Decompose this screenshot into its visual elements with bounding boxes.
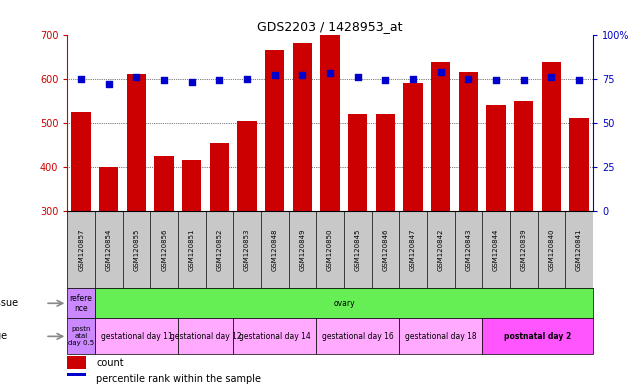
- Text: GSM120842: GSM120842: [438, 228, 444, 271]
- Text: GSM120855: GSM120855: [133, 228, 140, 271]
- Bar: [316, 318, 399, 354]
- Text: GSM120848: GSM120848: [272, 228, 278, 271]
- Bar: [127, 74, 146, 211]
- Bar: [67, 373, 86, 384]
- Bar: [67, 318, 95, 354]
- Point: [574, 77, 584, 83]
- Bar: [399, 318, 482, 354]
- Bar: [376, 114, 395, 211]
- Point: [491, 77, 501, 83]
- Text: GSM120846: GSM120846: [383, 228, 388, 271]
- Point: [353, 74, 363, 80]
- Text: gestational day 14: gestational day 14: [239, 332, 311, 341]
- Point: [131, 74, 142, 80]
- Text: GSM120852: GSM120852: [217, 228, 222, 271]
- Text: GSM120854: GSM120854: [106, 228, 112, 271]
- Point: [325, 70, 335, 76]
- Text: tissue: tissue: [0, 298, 19, 308]
- Bar: [71, 112, 91, 211]
- Text: GSM120847: GSM120847: [410, 228, 416, 271]
- Text: GSM120849: GSM120849: [299, 228, 306, 271]
- Point: [104, 81, 114, 87]
- Text: age: age: [0, 331, 8, 341]
- Point: [76, 76, 87, 82]
- Text: gestational day 11: gestational day 11: [101, 332, 172, 341]
- Bar: [348, 114, 367, 211]
- Bar: [487, 105, 506, 211]
- Bar: [459, 72, 478, 211]
- Text: postnatal day 2: postnatal day 2: [504, 332, 571, 341]
- Bar: [403, 83, 423, 211]
- Bar: [182, 160, 201, 211]
- Point: [380, 77, 390, 83]
- Point: [463, 76, 474, 82]
- Text: gestational day 16: gestational day 16: [322, 332, 394, 341]
- Text: GSM120851: GSM120851: [189, 228, 195, 271]
- Text: count: count: [96, 358, 124, 367]
- Bar: [482, 318, 593, 354]
- Text: postn
atal
day 0.5: postn atal day 0.5: [68, 326, 94, 346]
- Bar: [67, 356, 86, 369]
- Title: GDS2203 / 1428953_at: GDS2203 / 1428953_at: [258, 20, 403, 33]
- Bar: [514, 101, 533, 211]
- Text: GSM120856: GSM120856: [161, 228, 167, 271]
- Text: GSM120850: GSM120850: [327, 228, 333, 271]
- Text: GSM120844: GSM120844: [493, 228, 499, 271]
- Bar: [67, 288, 95, 318]
- Point: [519, 77, 529, 83]
- Point: [214, 77, 224, 83]
- Bar: [542, 62, 561, 211]
- Text: GSM120843: GSM120843: [465, 228, 471, 271]
- Bar: [178, 318, 233, 354]
- Point: [159, 77, 169, 83]
- Bar: [431, 62, 451, 211]
- Text: GSM120857: GSM120857: [78, 228, 84, 271]
- Point: [187, 79, 197, 85]
- Bar: [154, 156, 174, 211]
- Text: GSM120840: GSM120840: [549, 228, 554, 271]
- Text: ovary: ovary: [333, 299, 354, 308]
- Bar: [99, 167, 119, 211]
- Text: refere
nce: refere nce: [70, 294, 92, 313]
- Point: [408, 76, 418, 82]
- Bar: [569, 118, 589, 211]
- Text: percentile rank within the sample: percentile rank within the sample: [96, 374, 262, 384]
- Text: gestational day 12: gestational day 12: [170, 332, 242, 341]
- Text: GSM120853: GSM120853: [244, 228, 250, 271]
- Bar: [233, 318, 316, 354]
- Point: [242, 76, 253, 82]
- Text: gestational day 18: gestational day 18: [405, 332, 477, 341]
- Bar: [293, 43, 312, 211]
- Text: GSM120839: GSM120839: [520, 228, 527, 271]
- Point: [546, 74, 556, 80]
- Point: [297, 72, 308, 78]
- Bar: [210, 142, 229, 211]
- Text: GSM120845: GSM120845: [354, 228, 361, 271]
- Point: [436, 68, 446, 74]
- Text: GSM120841: GSM120841: [576, 228, 582, 271]
- Point: [270, 72, 280, 78]
- Bar: [320, 35, 340, 211]
- Bar: [237, 121, 257, 211]
- Bar: [265, 50, 285, 211]
- Bar: [95, 318, 178, 354]
